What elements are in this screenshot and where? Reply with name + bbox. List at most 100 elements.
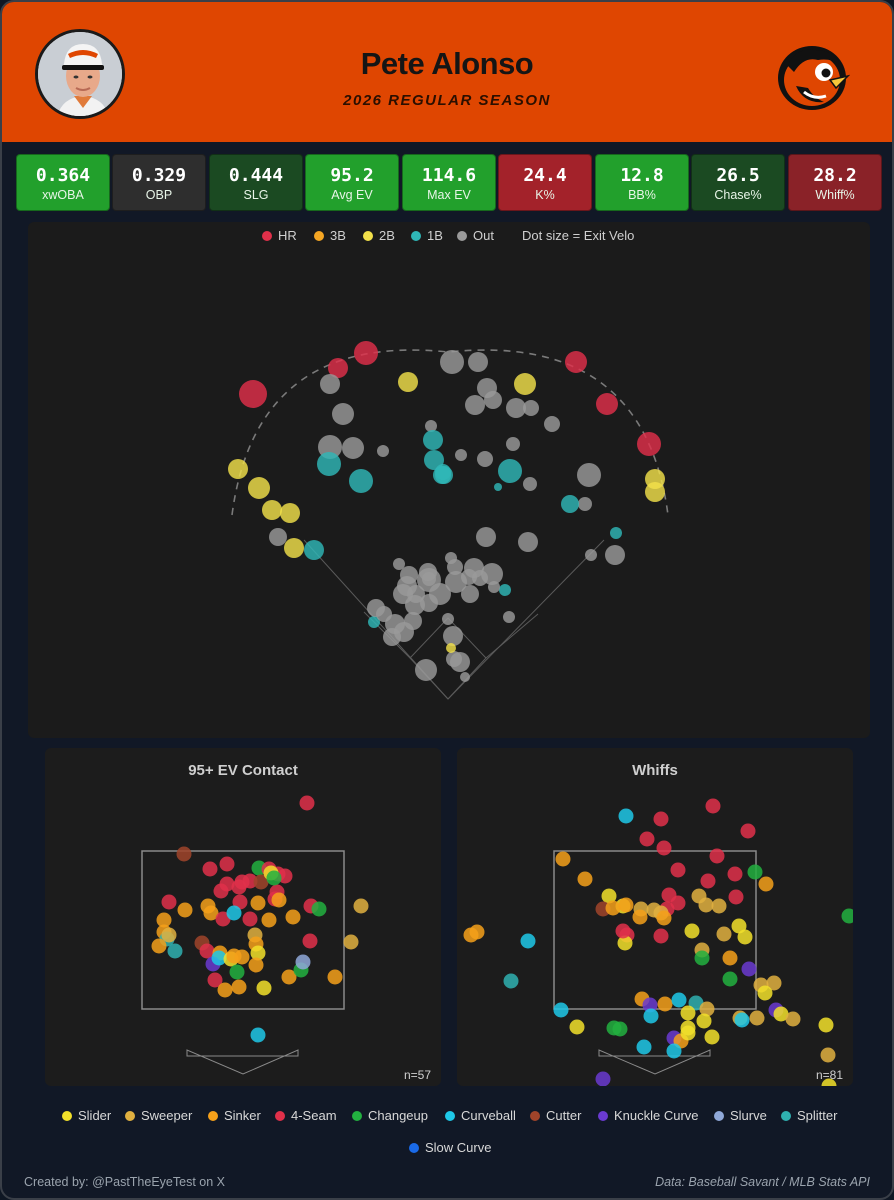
player-name: Pete Alonso	[360, 46, 534, 81]
spray-dot	[565, 351, 587, 373]
pitch-legend-4-seam: 4-Seam	[275, 1108, 337, 1123]
spray-dot	[484, 391, 502, 409]
spray-dot	[423, 430, 443, 450]
footer-source: Data: Baseball Savant / MLB Stats API	[655, 1175, 870, 1189]
stat-label: Whiff%	[815, 188, 855, 202]
legend-label: Changeup	[368, 1108, 428, 1123]
stat-label: xwOBA	[42, 188, 84, 202]
pitch-dot	[612, 1021, 628, 1037]
pitch-dot	[643, 1008, 659, 1024]
spray-legend: HR 3B 2B 1B Out Dot size = Exit Velo	[2, 228, 892, 246]
stat-label: OBP	[145, 188, 173, 202]
stat-value: 95.2	[330, 165, 374, 186]
team-logo-icon	[774, 42, 851, 112]
spray-dot	[503, 611, 515, 623]
stat-box-bb-: 12.8 BB%	[595, 154, 689, 211]
spray-dot	[435, 466, 453, 484]
pitch-dot	[670, 862, 686, 878]
pitch-dot	[161, 927, 177, 943]
spray-chart	[228, 341, 669, 700]
spray-dot	[425, 420, 437, 432]
pitch-dot	[766, 975, 782, 991]
pitch-dot	[785, 1011, 801, 1027]
pitch-dot	[758, 876, 774, 892]
pitch-dot	[841, 908, 853, 924]
legend-label: Slider	[78, 1108, 112, 1123]
pitch-dot	[266, 870, 282, 886]
pitch-dot	[219, 856, 235, 872]
pitch-dot	[722, 971, 738, 987]
stat-box-max-ev: 114.6 Max EV	[402, 154, 496, 211]
pitch-dot	[555, 851, 571, 867]
spray-dot	[284, 538, 304, 558]
pitch-dot	[250, 945, 266, 961]
legend-item-out: Out	[457, 228, 494, 243]
pitch-dot	[231, 979, 247, 995]
pitch-dot	[656, 840, 672, 856]
pitch-dot	[302, 933, 318, 949]
spray-dot	[637, 432, 661, 456]
pitch-dot	[684, 923, 700, 939]
spray-dot	[349, 469, 373, 493]
pitch-dot	[657, 996, 673, 1012]
pitch-legend-slurve: Slurve	[714, 1108, 767, 1123]
spray-dot	[447, 559, 463, 575]
legend-label: Sweeper	[141, 1108, 193, 1123]
legend-dot-icon	[598, 1111, 608, 1121]
pitch-dot	[215, 911, 231, 927]
pitch-legend-sweeper: Sweeper	[125, 1108, 192, 1123]
pitch-dot	[615, 923, 631, 939]
legend-label: Out	[473, 228, 494, 243]
legend-item-1b: 1B	[411, 228, 443, 243]
pitch-dot	[167, 943, 183, 959]
pitch-dot	[731, 918, 747, 934]
pitch-dot	[213, 883, 229, 899]
pitch-dot	[618, 897, 634, 913]
pitch-dot	[749, 1010, 765, 1026]
legend-dot-icon	[208, 1111, 218, 1121]
pitch-dot	[618, 808, 634, 824]
pitch-dot	[595, 1071, 611, 1086]
pitch-dot	[520, 933, 536, 949]
pitch-dot	[271, 892, 287, 908]
pitch-dot	[299, 795, 315, 811]
spray-dot	[477, 451, 493, 467]
pitch-dot	[821, 1078, 837, 1086]
stat-box-slg: 0.444 SLG	[209, 154, 303, 211]
pitch-dot	[694, 950, 710, 966]
contact-zone-chart	[141, 795, 369, 1075]
footer-credit: Created by: @PastTheEyeTest on X	[24, 1175, 225, 1189]
pitch-dot	[680, 1025, 696, 1041]
pitch-dot	[199, 943, 215, 959]
pitch-dot	[642, 997, 658, 1013]
pitch-dot	[469, 924, 485, 940]
pitch-legend-splitter: Splitter	[781, 1108, 837, 1123]
legend-label: 1B	[427, 228, 443, 243]
pitch-dot	[632, 909, 648, 925]
whiffs-zone-chart	[463, 798, 853, 1086]
pitch-legend-cutter: Cutter	[530, 1108, 581, 1123]
stat-box-obp: 0.329 OBP	[112, 154, 206, 211]
pitch-dot	[696, 1013, 712, 1029]
pitch-dot	[653, 811, 669, 827]
pitch-dot	[253, 874, 269, 890]
spray-dot	[429, 583, 451, 605]
pitch-dot	[242, 911, 258, 927]
pitch-legend-changeup: Changeup	[352, 1108, 428, 1123]
spray-dot	[494, 483, 502, 491]
spray-dot	[481, 563, 503, 585]
spray-chart-panel	[28, 222, 870, 738]
spray-dot	[368, 616, 380, 628]
pitch-dot	[343, 934, 359, 950]
spray-dot	[443, 626, 463, 646]
pitch-dot	[211, 950, 227, 966]
pitch-dot	[709, 848, 725, 864]
pitch-dot	[285, 909, 301, 925]
contact-panel: 95+ EV Contact n=57	[45, 748, 441, 1086]
spray-dot	[404, 612, 422, 630]
spray-dot	[585, 549, 597, 561]
spray-dot	[498, 459, 522, 483]
legend-dot-icon	[125, 1111, 135, 1121]
spray-dot	[318, 435, 342, 459]
stat-label: Max EV	[427, 188, 471, 202]
